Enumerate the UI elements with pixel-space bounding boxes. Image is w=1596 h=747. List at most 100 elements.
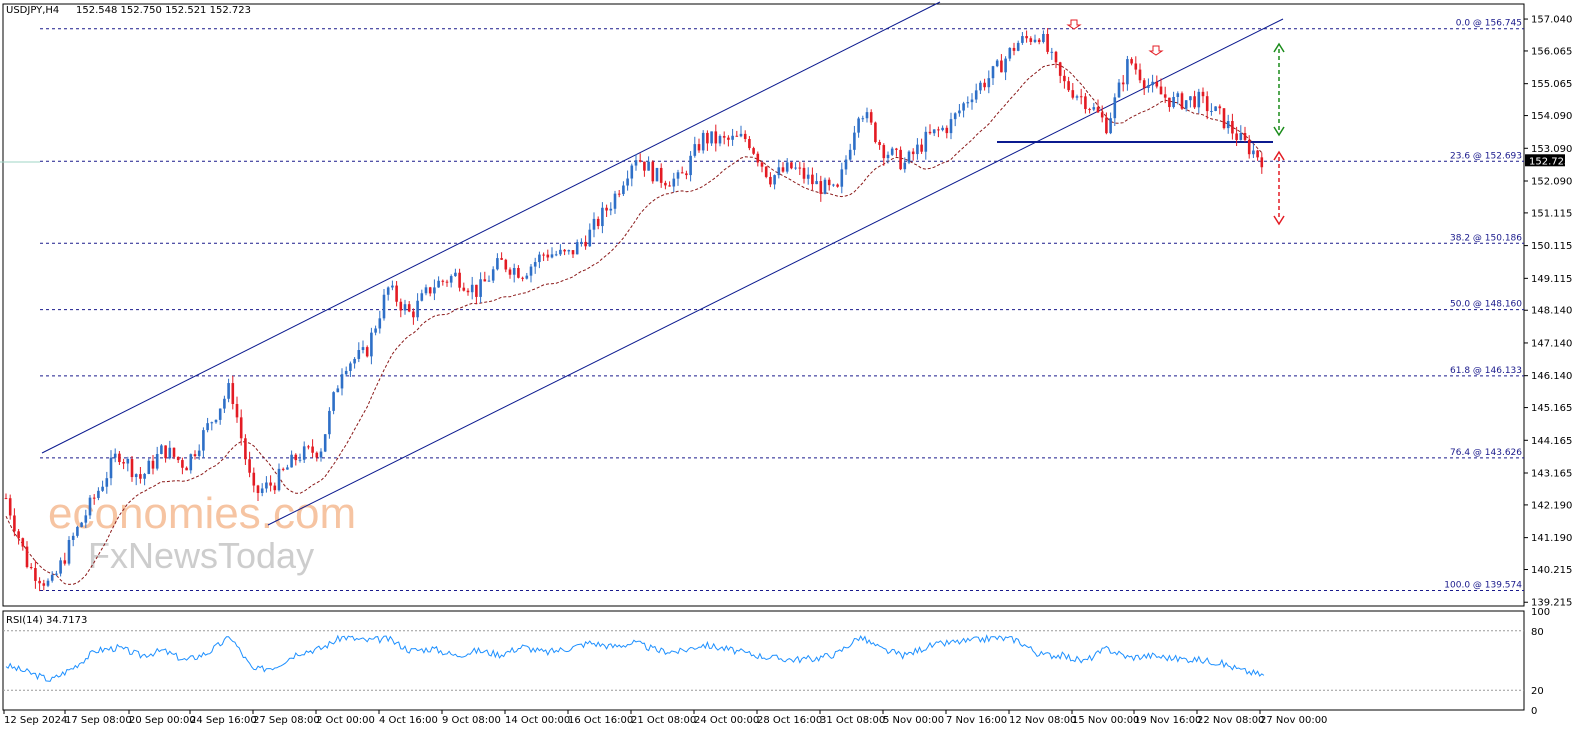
candle-body bbox=[991, 66, 995, 79]
candle-body bbox=[668, 185, 671, 187]
candle-body bbox=[1033, 39, 1037, 42]
candle-body bbox=[1142, 80, 1146, 88]
candle-body bbox=[643, 161, 646, 171]
price-tick-label: 140.215 bbox=[1531, 565, 1572, 576]
candle-body bbox=[722, 136, 726, 138]
candle-body bbox=[911, 151, 915, 155]
candle-body bbox=[1063, 75, 1066, 82]
time-tick-label: 27 Nov 00:00 bbox=[1260, 715, 1327, 726]
candle-body bbox=[1071, 90, 1075, 98]
candle-body bbox=[1092, 107, 1096, 110]
candle-body bbox=[1100, 112, 1104, 118]
candle-body bbox=[458, 272, 461, 288]
candle-body bbox=[185, 467, 188, 471]
candle-body bbox=[588, 229, 592, 247]
candle-body bbox=[550, 254, 554, 258]
candle-body bbox=[1042, 33, 1045, 43]
candle-body bbox=[164, 445, 167, 459]
candle-body bbox=[21, 538, 25, 547]
candle-body bbox=[407, 304, 411, 312]
candle-body bbox=[118, 453, 121, 463]
time-tick-label: 5 Nov 00:00 bbox=[883, 715, 944, 726]
price-tick-label: 147.140 bbox=[1531, 338, 1572, 349]
candle-body bbox=[806, 174, 810, 179]
candle-body bbox=[920, 144, 923, 152]
candle-body bbox=[517, 267, 520, 278]
candle-body bbox=[798, 167, 802, 169]
candle-body bbox=[617, 193, 621, 195]
price-tick-label: 139.215 bbox=[1531, 598, 1572, 609]
candle-body bbox=[781, 167, 785, 172]
candle-body bbox=[857, 118, 860, 133]
candle-body bbox=[890, 148, 894, 155]
candle-body bbox=[945, 127, 949, 134]
candle-body bbox=[979, 82, 982, 91]
rsi-axis-label: 0 bbox=[1531, 706, 1537, 717]
candle-body bbox=[1012, 47, 1016, 51]
candle-body bbox=[76, 526, 79, 536]
candle-body bbox=[8, 498, 12, 516]
rsi-panel-border bbox=[2, 610, 1525, 711]
candle-body bbox=[84, 515, 88, 523]
candle-body bbox=[1222, 108, 1226, 129]
price-channel bbox=[41, 1, 1284, 526]
candle-body bbox=[357, 350, 361, 359]
candle-body bbox=[122, 462, 125, 464]
candle-body bbox=[412, 311, 415, 318]
candle-body bbox=[916, 144, 919, 155]
candle-body bbox=[958, 110, 961, 114]
price-tick-label: 155.065 bbox=[1531, 79, 1572, 90]
candle-body bbox=[764, 166, 768, 177]
candle-body bbox=[924, 131, 928, 152]
symbol-label: USDJPY,H4 bbox=[6, 5, 59, 16]
time-tick-label: 31 Oct 08:00 bbox=[820, 715, 885, 726]
candle-body bbox=[105, 478, 109, 487]
rsi-label: RSI(14) 34.7173 bbox=[6, 615, 87, 626]
candle-body bbox=[1155, 81, 1159, 87]
candle-body bbox=[676, 172, 680, 179]
candle-body bbox=[113, 453, 117, 458]
candle-body bbox=[504, 259, 508, 270]
candle-body bbox=[101, 486, 104, 491]
price-tick-label: 145.165 bbox=[1531, 403, 1572, 414]
candle-body bbox=[63, 560, 67, 564]
candle-body bbox=[819, 181, 823, 194]
candle-body bbox=[693, 144, 697, 156]
candle-body bbox=[1008, 47, 1012, 59]
candle-body bbox=[626, 178, 629, 186]
candle-body bbox=[353, 358, 356, 364]
fib-label: 100.0 @ 139.574 bbox=[1444, 580, 1522, 590]
candle-body bbox=[672, 178, 676, 187]
candle-body bbox=[462, 287, 466, 291]
candle-body bbox=[189, 454, 193, 471]
current-price-tag bbox=[1525, 154, 1565, 167]
candle-body bbox=[483, 279, 487, 282]
target-down-arrow-head-top bbox=[1273, 150, 1285, 161]
candle-body bbox=[491, 269, 495, 281]
current-price-label: 152.723 bbox=[1529, 156, 1570, 167]
candle-body bbox=[449, 276, 453, 283]
candle-body bbox=[554, 254, 558, 256]
candle-body bbox=[647, 161, 650, 171]
candle-body bbox=[1163, 94, 1167, 98]
watermark: economies.com FxNewsToday bbox=[48, 489, 356, 576]
candle-body bbox=[1025, 36, 1028, 39]
fib-label: 38.2 @ 150.186 bbox=[1450, 233, 1522, 243]
candle-body bbox=[508, 269, 512, 275]
candle-body bbox=[907, 151, 911, 163]
candle-body bbox=[840, 169, 844, 187]
time-tick-label: 19 Nov 16:00 bbox=[1134, 715, 1201, 726]
candle-body bbox=[932, 129, 936, 134]
candle-body bbox=[214, 419, 218, 423]
price-tick-label: 148.140 bbox=[1531, 306, 1572, 317]
candle-body bbox=[895, 148, 898, 150]
candle-body bbox=[248, 459, 251, 473]
candle-body bbox=[265, 482, 268, 489]
candle-body bbox=[1176, 93, 1180, 97]
candle-body bbox=[983, 82, 986, 88]
candle-body bbox=[848, 149, 852, 160]
candle-body bbox=[466, 290, 470, 293]
candle-body bbox=[886, 154, 890, 159]
